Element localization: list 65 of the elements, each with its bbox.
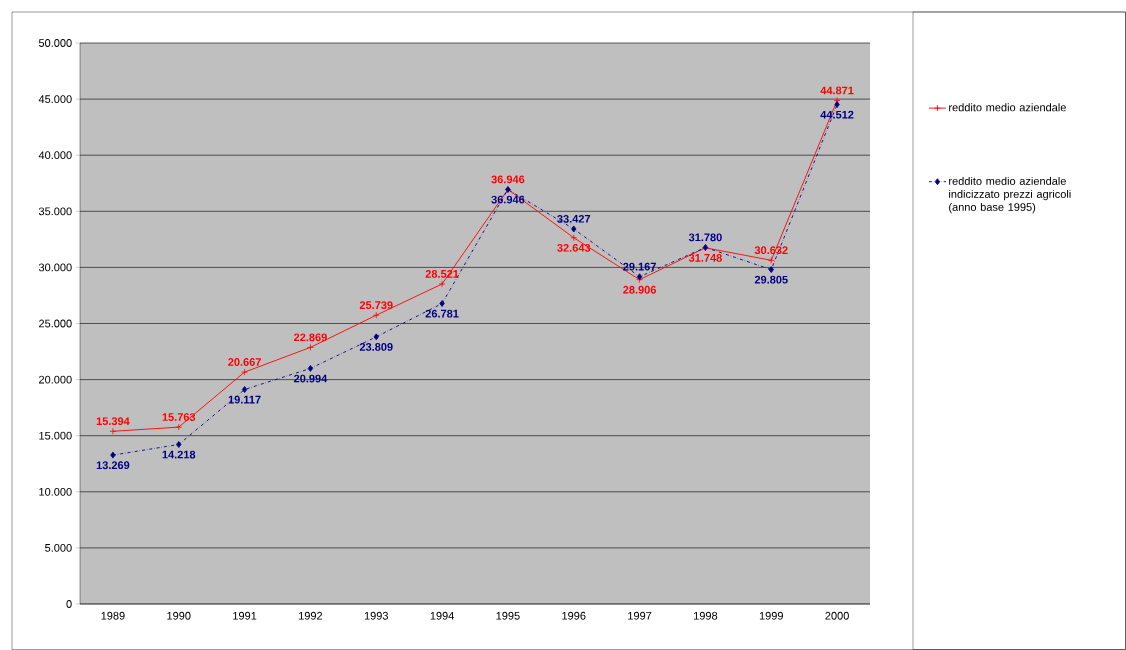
- y-tick-label: 5.000: [45, 544, 72, 552]
- x-tick-label: 1992: [299, 611, 323, 620]
- legend-label: reddito medio aziendale indicizzato prezzi agricoli (anno base 1995): [949, 176, 1071, 214]
- data-label: 28.521: [425, 270, 459, 278]
- data-label: 32.643: [557, 243, 591, 252]
- point: [438, 280, 446, 288]
- x-tick-label: 1989: [101, 611, 125, 620]
- data-label: 44.512: [820, 110, 854, 119]
- point: [767, 256, 775, 264]
- data-label: 33.427: [557, 214, 591, 223]
- point: [439, 300, 445, 307]
- point: [241, 368, 248, 376]
- point: [109, 427, 117, 435]
- point: [833, 97, 841, 104]
- point: [176, 441, 182, 448]
- data-label: 36.946: [491, 175, 525, 184]
- x-tick-label: 1996: [562, 611, 586, 620]
- data-label: 30.632: [754, 246, 788, 255]
- data-label: 25.739: [359, 301, 393, 310]
- y-tick-label: 40.000: [38, 151, 72, 160]
- point: [241, 386, 248, 393]
- point: [768, 266, 774, 273]
- x-tick-label: 1999: [759, 611, 783, 620]
- point: [373, 333, 379, 341]
- data-label: 20.994: [293, 374, 328, 383]
- data-label: 31.748: [688, 253, 722, 262]
- data-label: 22.869: [293, 333, 327, 342]
- y-tick-label: 15.000: [39, 431, 72, 440]
- data-label: 29.167: [623, 262, 656, 271]
- data-label: 23.809: [359, 343, 393, 351]
- y-tick-label: 45.000: [38, 95, 72, 103]
- data-label: 14.218: [162, 450, 196, 459]
- point: [110, 451, 116, 459]
- data-label: 29.805: [754, 275, 788, 284]
- data-label: 20.667: [228, 358, 261, 366]
- data-label: 19.117: [228, 395, 261, 404]
- x-tick-label: 1990: [167, 611, 191, 620]
- point: [834, 101, 840, 108]
- x-tick-label: 1994: [430, 611, 454, 620]
- y-tick-label: 50.000: [38, 39, 72, 47]
- point: [571, 225, 577, 233]
- data-label: 15.394: [96, 417, 130, 426]
- data-label: 26.781: [425, 309, 459, 318]
- point: [175, 423, 183, 431]
- x-tick-label: 1997: [628, 611, 652, 620]
- x-tick-label: 2000: [825, 611, 849, 620]
- point: [570, 234, 578, 242]
- y-tick-label: 10.000: [39, 487, 72, 496]
- y-tick-label: 0: [66, 600, 72, 608]
- y-tick-label: 20.000: [39, 375, 72, 384]
- legend-label: reddito medio aziendale: [949, 103, 1066, 112]
- x-tick-label: 1995: [496, 611, 520, 620]
- x-tick-label: 1998: [694, 611, 718, 620]
- data-label: 31.780: [688, 233, 722, 242]
- point: [307, 344, 314, 351]
- point: [307, 365, 314, 372]
- y-tick-label: 30.000: [38, 263, 72, 272]
- data-label: 28.906: [623, 285, 657, 294]
- x-tick-label: 1991: [233, 611, 257, 620]
- point: [372, 311, 380, 319]
- y-tick-label: 35.000: [38, 207, 72, 216]
- y-tick-label: 25.000: [39, 319, 72, 328]
- data-label: 13.269: [96, 461, 130, 470]
- x-tick-label: 1993: [364, 611, 389, 620]
- data-label: 44.871: [820, 86, 854, 95]
